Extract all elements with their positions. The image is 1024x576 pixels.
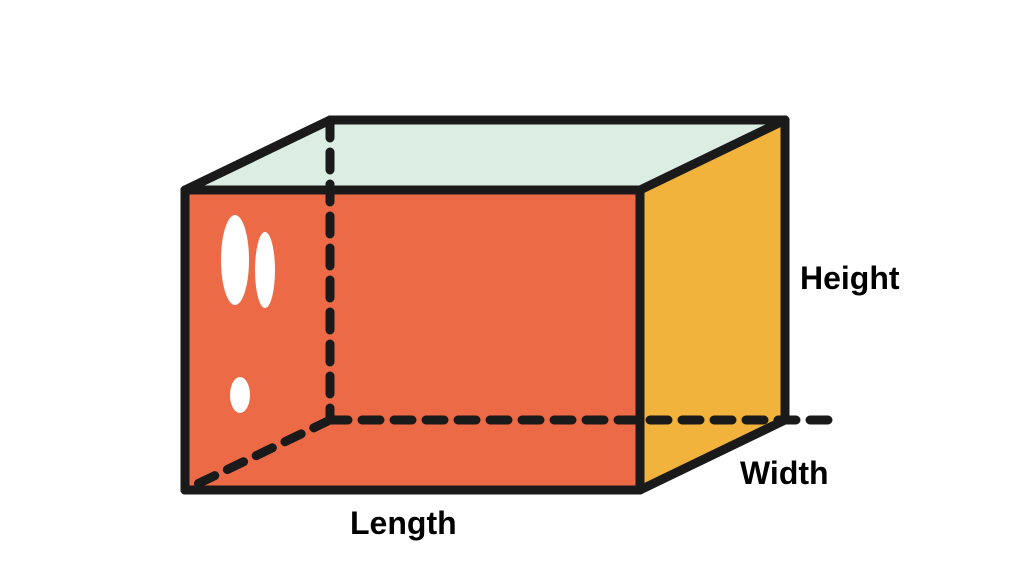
height-label: Height	[800, 260, 900, 297]
length-label: Length	[350, 505, 457, 542]
highlight-spot	[230, 377, 250, 413]
highlight-spot	[221, 215, 249, 305]
cuboid-diagram: Length Width Height	[0, 0, 1024, 576]
front-face	[185, 190, 640, 490]
width-label: Width	[740, 455, 829, 492]
highlight-spot	[255, 232, 275, 308]
